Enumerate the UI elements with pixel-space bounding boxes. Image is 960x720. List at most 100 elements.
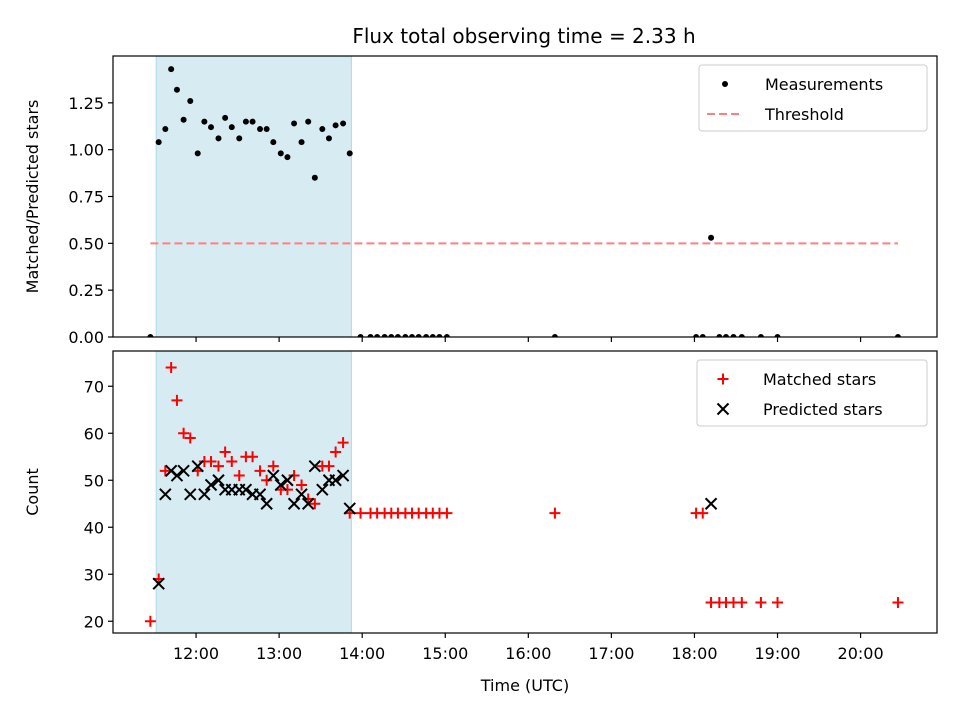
bottom-axes-frame: [112, 350, 938, 634]
bottom-panel: 20 30 40 50 60 70 12:00 13:00 14:00 15:00 16:00 17:…: [23, 350, 938, 695]
predicted-star-point: [301, 497, 315, 510]
measurement-point: [332, 122, 339, 129]
measurement-point: [311, 174, 318, 181]
predicted-star-point: [170, 469, 184, 482]
x-tick-label: 18:00: [671, 644, 717, 663]
y-tick-label: 0.25: [68, 281, 104, 300]
predicted-star-point: [316, 483, 329, 496]
measurement-point: [699, 334, 706, 337]
predicted-star-point: [295, 488, 308, 501]
y-tick-label: 50: [84, 471, 104, 490]
measurement-point: [738, 334, 745, 337]
y-tick-label: 0.00: [68, 328, 104, 347]
measurement-point: [236, 135, 243, 142]
x-axis-label: Time (UTC): [480, 676, 569, 695]
legend-measurement-marker: [722, 81, 728, 87]
matched-star-point: [144, 615, 156, 627]
measurement-point: [708, 234, 715, 241]
x-tick-label: 16:00: [505, 644, 551, 663]
matched-star-point: [736, 596, 748, 608]
predicted-star-point: [184, 488, 197, 501]
measurement-point: [194, 150, 201, 157]
predicted-star-point: [336, 469, 350, 482]
bottom-legend: Matched stars Predicted stars: [696, 359, 928, 427]
matched-star-point: [212, 460, 224, 472]
y-tick-label: 60: [84, 424, 104, 443]
predicted-star-point: [343, 502, 356, 515]
bottom-plot-area: [144, 351, 904, 633]
x-tick-label: 12:00: [173, 644, 219, 663]
predicted-star-point: [267, 469, 280, 482]
predicted-star-point: [281, 474, 294, 487]
top-panel: 0.00 0.25 0.50 0.75 1.00 1.25 Matched/Predicte…: [23, 55, 938, 347]
bottom-y-axis-label: Count: [23, 468, 42, 516]
measurement-point: [305, 118, 312, 125]
measurement-point: [340, 120, 347, 127]
matched-star-point: [184, 432, 196, 444]
measurement-point: [270, 139, 277, 146]
matched-star-point: [309, 498, 321, 510]
measurement-point: [277, 150, 284, 157]
matched-star-point: [330, 446, 342, 458]
predicted-star-point: [191, 459, 204, 473]
matched-star-point: [254, 465, 266, 477]
matched-star-point: [892, 596, 904, 608]
matched-star-point: [296, 479, 308, 491]
measurement-point: [693, 334, 700, 337]
y-tick-label: 30: [84, 565, 104, 584]
top-observing-window: [155, 56, 352, 337]
legend-box: [698, 64, 928, 132]
predicted-star-point: [308, 459, 322, 473]
measurement-point: [415, 334, 422, 337]
predicted-star-point: [212, 474, 225, 487]
x-tick-label: 20:00: [838, 644, 884, 663]
measurement-point: [551, 334, 558, 337]
measurement-point: [162, 126, 169, 133]
matched-star-point: [165, 361, 177, 373]
series-matched-stars: [144, 361, 904, 627]
measurement-point: [319, 126, 326, 133]
y-tick-label: 40: [84, 518, 104, 537]
predicted-star-point: [204, 478, 218, 492]
legend-matched-marker: [717, 373, 729, 385]
x-tick-label: 13:00: [256, 644, 302, 663]
top-y-axis-label: Matched/Predicted stars: [23, 100, 42, 294]
matched-star-point: [205, 455, 217, 467]
predicted-star-point: [177, 464, 190, 478]
measurement-point: [325, 135, 332, 142]
matched-star-point: [159, 465, 171, 477]
matched-star-point: [355, 507, 367, 519]
x-tick-label: 19:00: [754, 644, 800, 663]
measurement-point: [242, 118, 249, 125]
measurement-point: [367, 334, 374, 337]
measurement-point: [147, 334, 154, 337]
x-tick-label: 15:00: [422, 644, 468, 663]
measurement-point: [409, 334, 416, 337]
measurement-point: [155, 139, 162, 146]
measurement-point: [187, 97, 194, 104]
legend-label: Matched stars: [763, 370, 876, 389]
predicted-star-point: [253, 488, 267, 501]
predicted-star-point: [274, 478, 287, 492]
measurement-point: [429, 334, 436, 337]
predicted-star-point: [260, 497, 273, 510]
measurement-point: [228, 124, 235, 131]
y-tick-label: 1.25: [68, 94, 104, 113]
predicted-star-point: [198, 488, 211, 501]
measurement-point: [730, 334, 737, 337]
x-tick-label: 17:00: [588, 644, 634, 663]
legend-box: [696, 359, 928, 427]
top-plot-area: [147, 56, 901, 337]
measurement-point: [180, 116, 187, 123]
measurement-point: [346, 150, 353, 157]
measurement-point: [894, 334, 901, 337]
matched-star-point: [323, 460, 335, 472]
measurement-point: [168, 66, 175, 73]
y-tick-label: 0.50: [68, 234, 104, 253]
matched-star-point: [441, 507, 453, 519]
matched-star-point: [233, 470, 245, 482]
matched-star-point: [219, 446, 231, 458]
measurement-point: [284, 154, 291, 161]
measurement-point: [374, 334, 381, 337]
